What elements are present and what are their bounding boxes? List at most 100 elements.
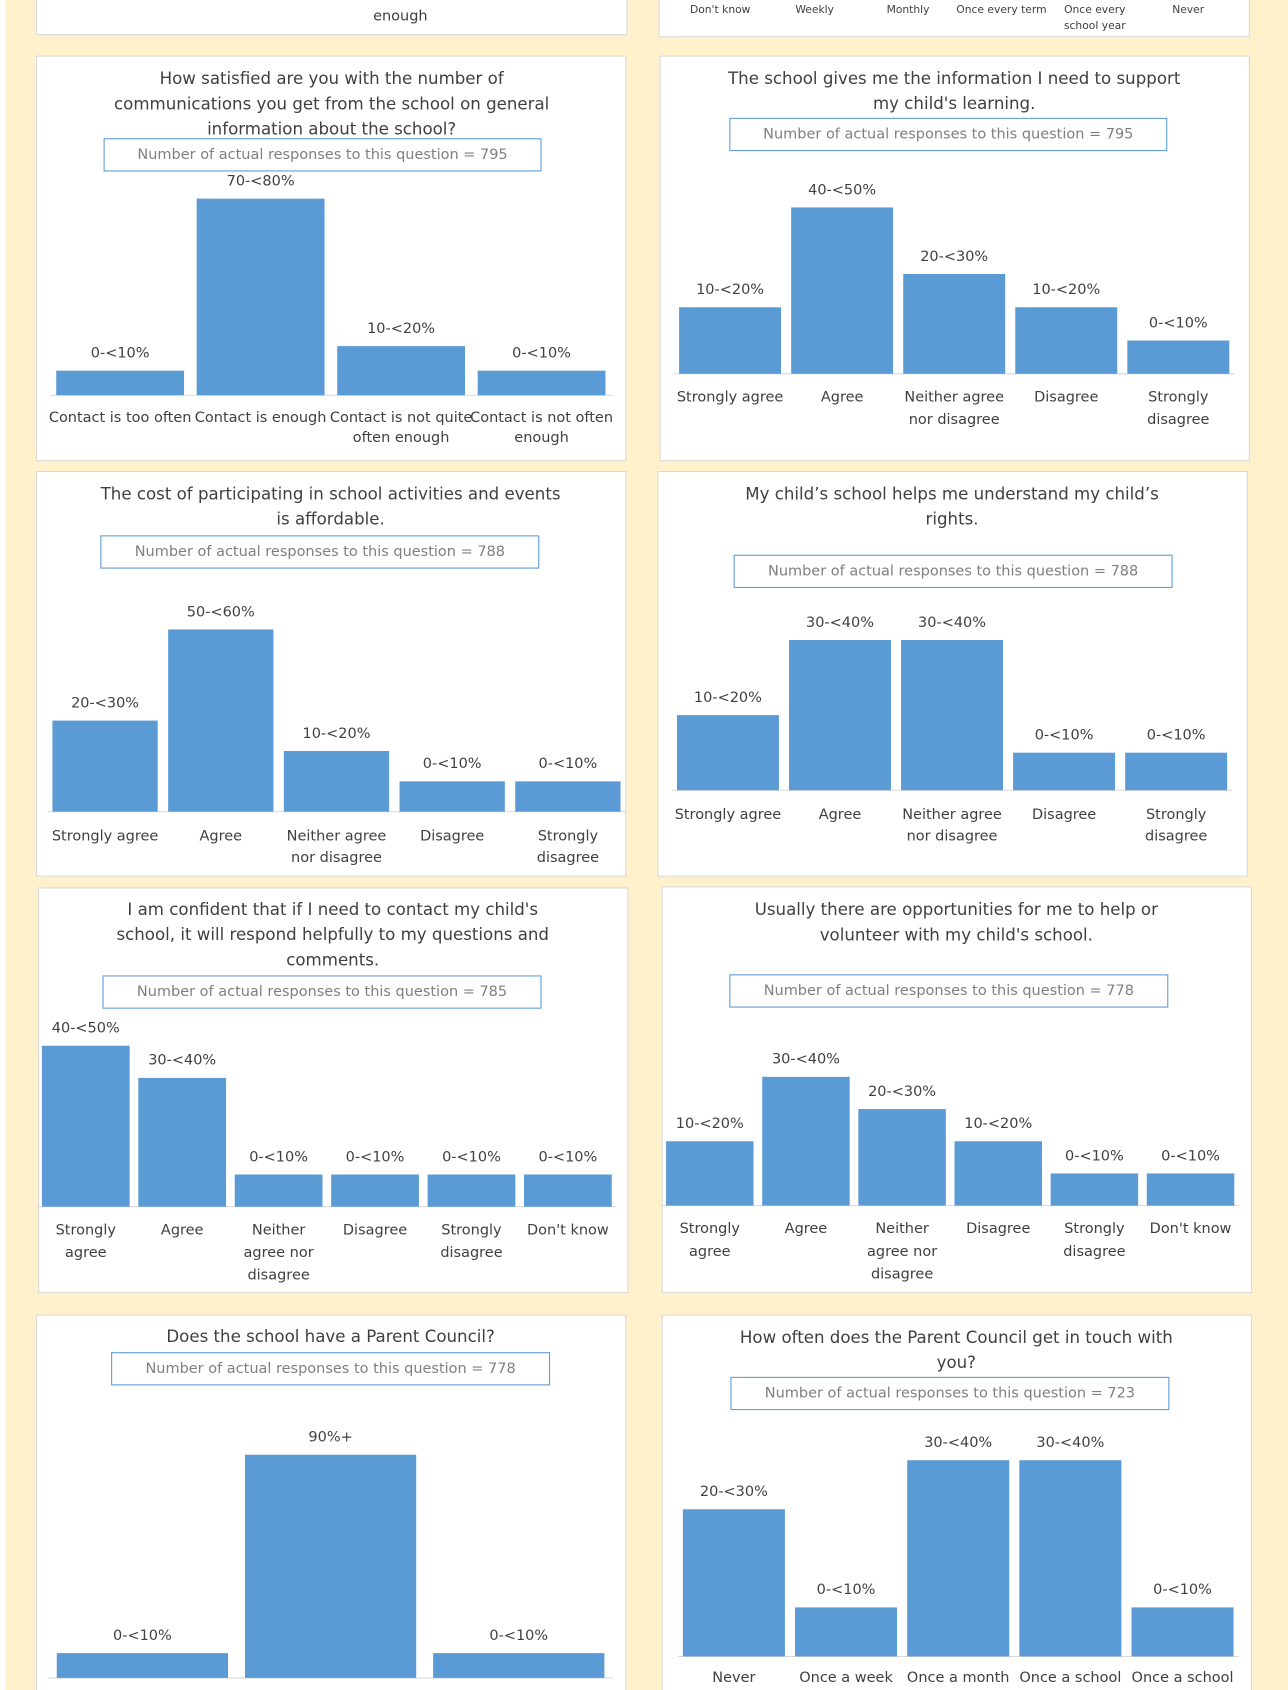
- response-count: Number of actual responses to this quest…: [137, 147, 507, 163]
- value-label: 10-<20%: [367, 321, 435, 337]
- bar: [477, 370, 606, 396]
- value-label: 40-<50%: [52, 1021, 120, 1037]
- bar: [524, 1174, 612, 1207]
- bar: [679, 307, 782, 374]
- bar: [762, 1076, 850, 1206]
- category-fragment: Don't know: [690, 3, 751, 16]
- bar: [907, 1460, 1010, 1657]
- category-label: Neither agree: [904, 389, 1004, 405]
- value-label: 0-<10%: [1153, 1582, 1212, 1598]
- category-label: Disagree: [1032, 807, 1096, 823]
- category-label: agree: [689, 1244, 731, 1260]
- bar: [41, 1045, 130, 1207]
- value-label: 0-<10%: [489, 1628, 548, 1644]
- category-label: Agree: [785, 1221, 828, 1237]
- bar: [234, 1174, 323, 1207]
- value-label: 20-<30%: [700, 1484, 768, 1500]
- category-label: Contact is not quite: [330, 410, 473, 426]
- response-box: [111, 1352, 551, 1386]
- category-fragment: school year: [1064, 19, 1126, 32]
- bar: [138, 1077, 227, 1207]
- value-label: 0-<10%: [346, 1149, 405, 1165]
- value-label: 0-<10%: [512, 346, 571, 362]
- value-label: 40-<50%: [808, 182, 876, 198]
- value-label: 0-<10%: [538, 1149, 597, 1165]
- chart-title: How satisfied are you with the number of: [160, 69, 505, 88]
- category-label: Once a week: [799, 1670, 893, 1686]
- category-label: Once a school: [1019, 1670, 1121, 1686]
- chart-title: I am confident that if I need to contact…: [127, 900, 538, 919]
- chart-title: How often does the Parent Council get in…: [740, 1328, 1173, 1347]
- category-label: Agree: [200, 828, 243, 844]
- category-label: Once a month: [907, 1670, 1010, 1686]
- value-label: 10-<20%: [302, 726, 370, 742]
- bar: [1019, 1460, 1122, 1657]
- bar: [1127, 340, 1230, 374]
- value-label: 0-<10%: [91, 346, 150, 362]
- value-label: 10-<20%: [1032, 282, 1100, 298]
- category-label: Strongly: [1148, 389, 1209, 405]
- category-label: Strongly agree: [675, 807, 782, 823]
- bar: [789, 639, 891, 791]
- value-label: 20-<30%: [868, 1084, 936, 1100]
- category-fragment: Monthly: [887, 3, 931, 16]
- value-label: 30-<40%: [918, 615, 986, 631]
- response-count: Number of actual responses to this quest…: [765, 1385, 1135, 1401]
- category-label: disagree: [1145, 828, 1207, 844]
- category-label: agree: [65, 1245, 107, 1261]
- value-label: 30-<40%: [806, 615, 874, 631]
- response-box: [102, 975, 542, 1009]
- value-label: 0-<10%: [539, 756, 598, 772]
- value-label: 90%+: [308, 1430, 352, 1446]
- bar: [56, 370, 185, 396]
- bar: [858, 1109, 946, 1206]
- bar: [433, 1653, 605, 1678]
- category-label: disagree: [537, 850, 599, 866]
- category-label: disagree: [1063, 1244, 1125, 1260]
- panel-fragment: [658, 0, 1250, 38]
- category-label: disagree: [1147, 412, 1209, 428]
- bar: [666, 1141, 754, 1206]
- bar: [244, 1454, 417, 1678]
- chart-title: volunteer with my child's school.: [820, 926, 1093, 945]
- category-label: Strongly: [1146, 807, 1207, 823]
- bar: [331, 1174, 419, 1207]
- response-count: Number of actual responses to this quest…: [135, 544, 505, 560]
- bar: [515, 781, 621, 812]
- value-label: 30-<40%: [1036, 1435, 1104, 1451]
- category-fragment: Once every term: [956, 3, 1046, 16]
- value-label: 20-<30%: [920, 249, 988, 265]
- category-label: disagree: [247, 1267, 309, 1283]
- chart-title: The cost of participating in school acti…: [100, 485, 561, 504]
- chart-title: My child’s school helps me understand my…: [745, 485, 1159, 504]
- chart-title: is affordable.: [276, 509, 384, 528]
- category-label: disagree: [440, 1245, 502, 1261]
- left-gutter: [0, 0, 6, 1690]
- bar: [196, 198, 325, 396]
- category-label: disagree: [871, 1266, 933, 1282]
- value-label: 0-<10%: [423, 756, 482, 772]
- response-box: [733, 554, 1173, 588]
- value-label: 0-<10%: [1161, 1148, 1220, 1164]
- value-label: 20-<30%: [71, 695, 139, 711]
- value-label: 0-<10%: [249, 1149, 308, 1165]
- value-label: 0-<10%: [1035, 728, 1094, 744]
- value-label: 0-<10%: [1147, 728, 1206, 744]
- chart-title: Usually there are opportunities for me t…: [755, 900, 1158, 919]
- bar: [1125, 752, 1228, 791]
- value-label: 10-<20%: [964, 1116, 1032, 1132]
- category-label: nor disagree: [291, 850, 382, 866]
- response-count: Number of actual responses to this quest…: [768, 563, 1138, 579]
- response-count: Number of actual responses to this quest…: [764, 983, 1134, 999]
- response-box: [100, 535, 540, 569]
- value-label: 10-<20%: [696, 282, 764, 298]
- category-label: Neither agree: [287, 828, 387, 844]
- value-label: 70-<80%: [227, 173, 295, 189]
- bar: [1146, 1173, 1235, 1206]
- category-label: Contact is enough: [195, 410, 327, 426]
- chart-title: you?: [937, 1353, 976, 1372]
- value-label: 0-<10%: [113, 1628, 172, 1644]
- chart-title: school, it will respond helpfully to my …: [116, 925, 549, 944]
- chart-title: my child's learning.: [873, 94, 1035, 113]
- value-label: 30-<40%: [772, 1052, 840, 1068]
